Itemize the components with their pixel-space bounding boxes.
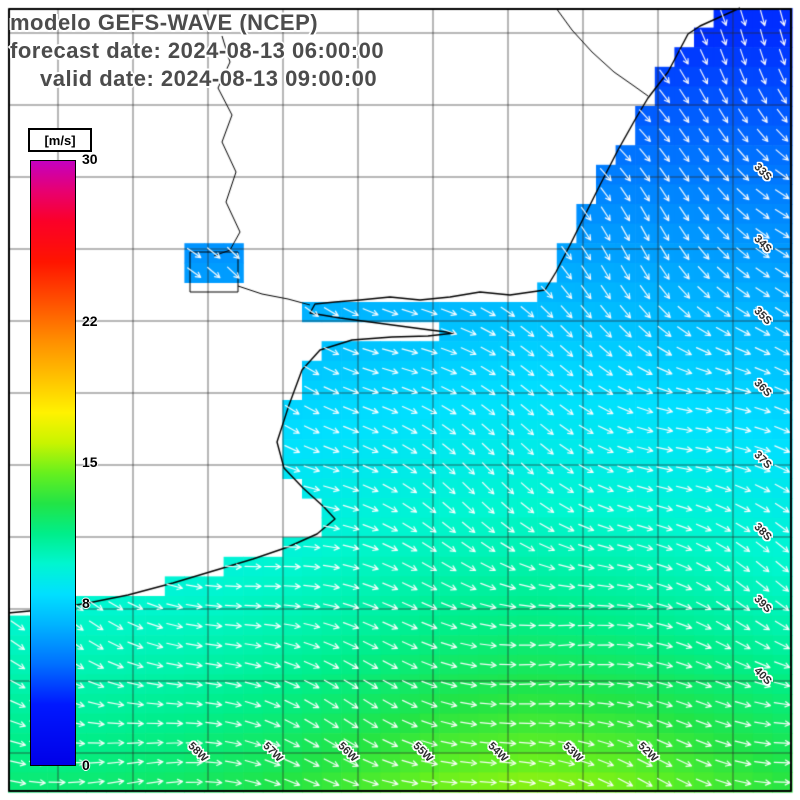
forecast-date: forecast date: 2024-08-13 06:00:00 bbox=[10, 38, 385, 63]
colorbar-tick-label: 22 bbox=[82, 312, 98, 329]
model-title: modelo GEFS-WAVE (NCEP) bbox=[10, 10, 319, 35]
colorbar-tick-label: 8 bbox=[82, 595, 90, 612]
valid-date: valid date: 2024-08-13 09:00:00 bbox=[40, 66, 378, 91]
colorbar-unit-label: [m/s] bbox=[28, 128, 92, 152]
colorbar-tick-label: 15 bbox=[82, 454, 98, 470]
colorbar-tick-label: 30 bbox=[82, 151, 98, 167]
colorbar-tick-label: 0 bbox=[82, 757, 90, 773]
colorbar-gradient bbox=[30, 160, 76, 766]
